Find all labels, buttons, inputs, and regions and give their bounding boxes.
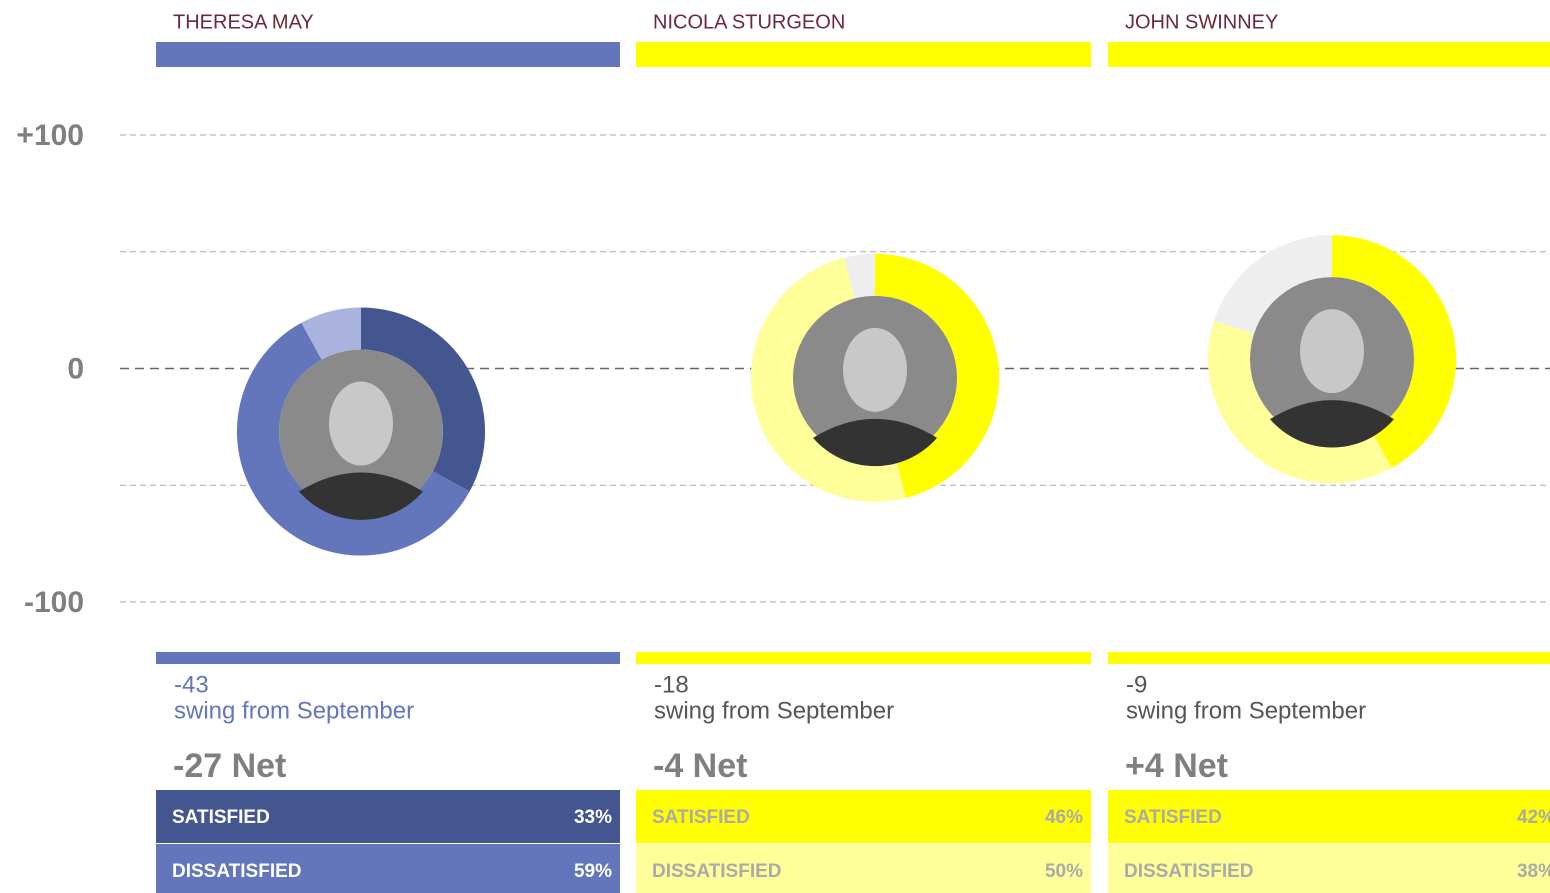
donut [751, 253, 999, 502]
swing-label: swing from September [1126, 697, 1366, 724]
rating-value: 50% [1045, 861, 1083, 882]
net-label: +4 Net [1125, 747, 1228, 785]
net-label: -27 Net [173, 747, 286, 785]
net-label: -4 Net [653, 747, 747, 785]
rating-value: 38% [1517, 861, 1550, 882]
rating-value: 42% [1517, 807, 1550, 828]
candidate-name: NICOLA STURGEON [653, 11, 845, 33]
swing-value: -43 [174, 671, 209, 698]
rating-label: DISSATISFIED [1124, 861, 1254, 882]
rating-label: SATISFIED [1124, 807, 1222, 828]
donut [1208, 235, 1456, 484]
bottom-bar [156, 652, 620, 664]
donut-satisfied [875, 253, 999, 498]
rating-row [156, 844, 620, 893]
swing-label: swing from September [654, 697, 894, 724]
rating-row [636, 790, 1091, 843]
rating-value: 46% [1045, 807, 1083, 828]
portrait-shoulders [813, 418, 937, 467]
rating-value: 33% [574, 807, 612, 828]
donut [236, 307, 485, 556]
y-tick-label: -100 [24, 586, 84, 619]
portrait-shoulders [299, 472, 423, 520]
portrait-face [843, 327, 907, 412]
top-bar [156, 42, 620, 67]
rating-row [1108, 790, 1550, 843]
candidate-name: THERESA MAY [173, 11, 314, 33]
rating-label: SATISFIED [652, 807, 750, 828]
rating-row [636, 844, 1091, 893]
top-bar [636, 42, 1091, 67]
swing-label: swing from September [174, 697, 414, 724]
donut-satisfied [1332, 235, 1456, 468]
rating-row [1108, 844, 1550, 893]
portrait-shoulders [1270, 400, 1394, 448]
donut-dissatisfied [751, 257, 906, 502]
swing-value: -9 [1126, 671, 1147, 698]
rating-label: DISSATISFIED [652, 861, 782, 882]
swing-value: -18 [654, 671, 689, 698]
bottom-bar [636, 652, 1091, 664]
rating-label: SATISFIED [172, 807, 270, 828]
candidate-name: JOHN SWINNEY [1125, 11, 1278, 33]
rating-label: DISSATISFIED [172, 861, 302, 882]
y-tick-label: +100 [16, 119, 84, 152]
bottom-bar [1108, 652, 1550, 664]
portrait-face [1300, 309, 1364, 394]
top-bar [1108, 42, 1550, 67]
rating-value: 59% [574, 861, 612, 882]
y-tick-label: 0 [67, 352, 84, 385]
portrait-face [329, 381, 393, 466]
donut-satisfied [361, 307, 485, 492]
rating-row [156, 790, 620, 843]
